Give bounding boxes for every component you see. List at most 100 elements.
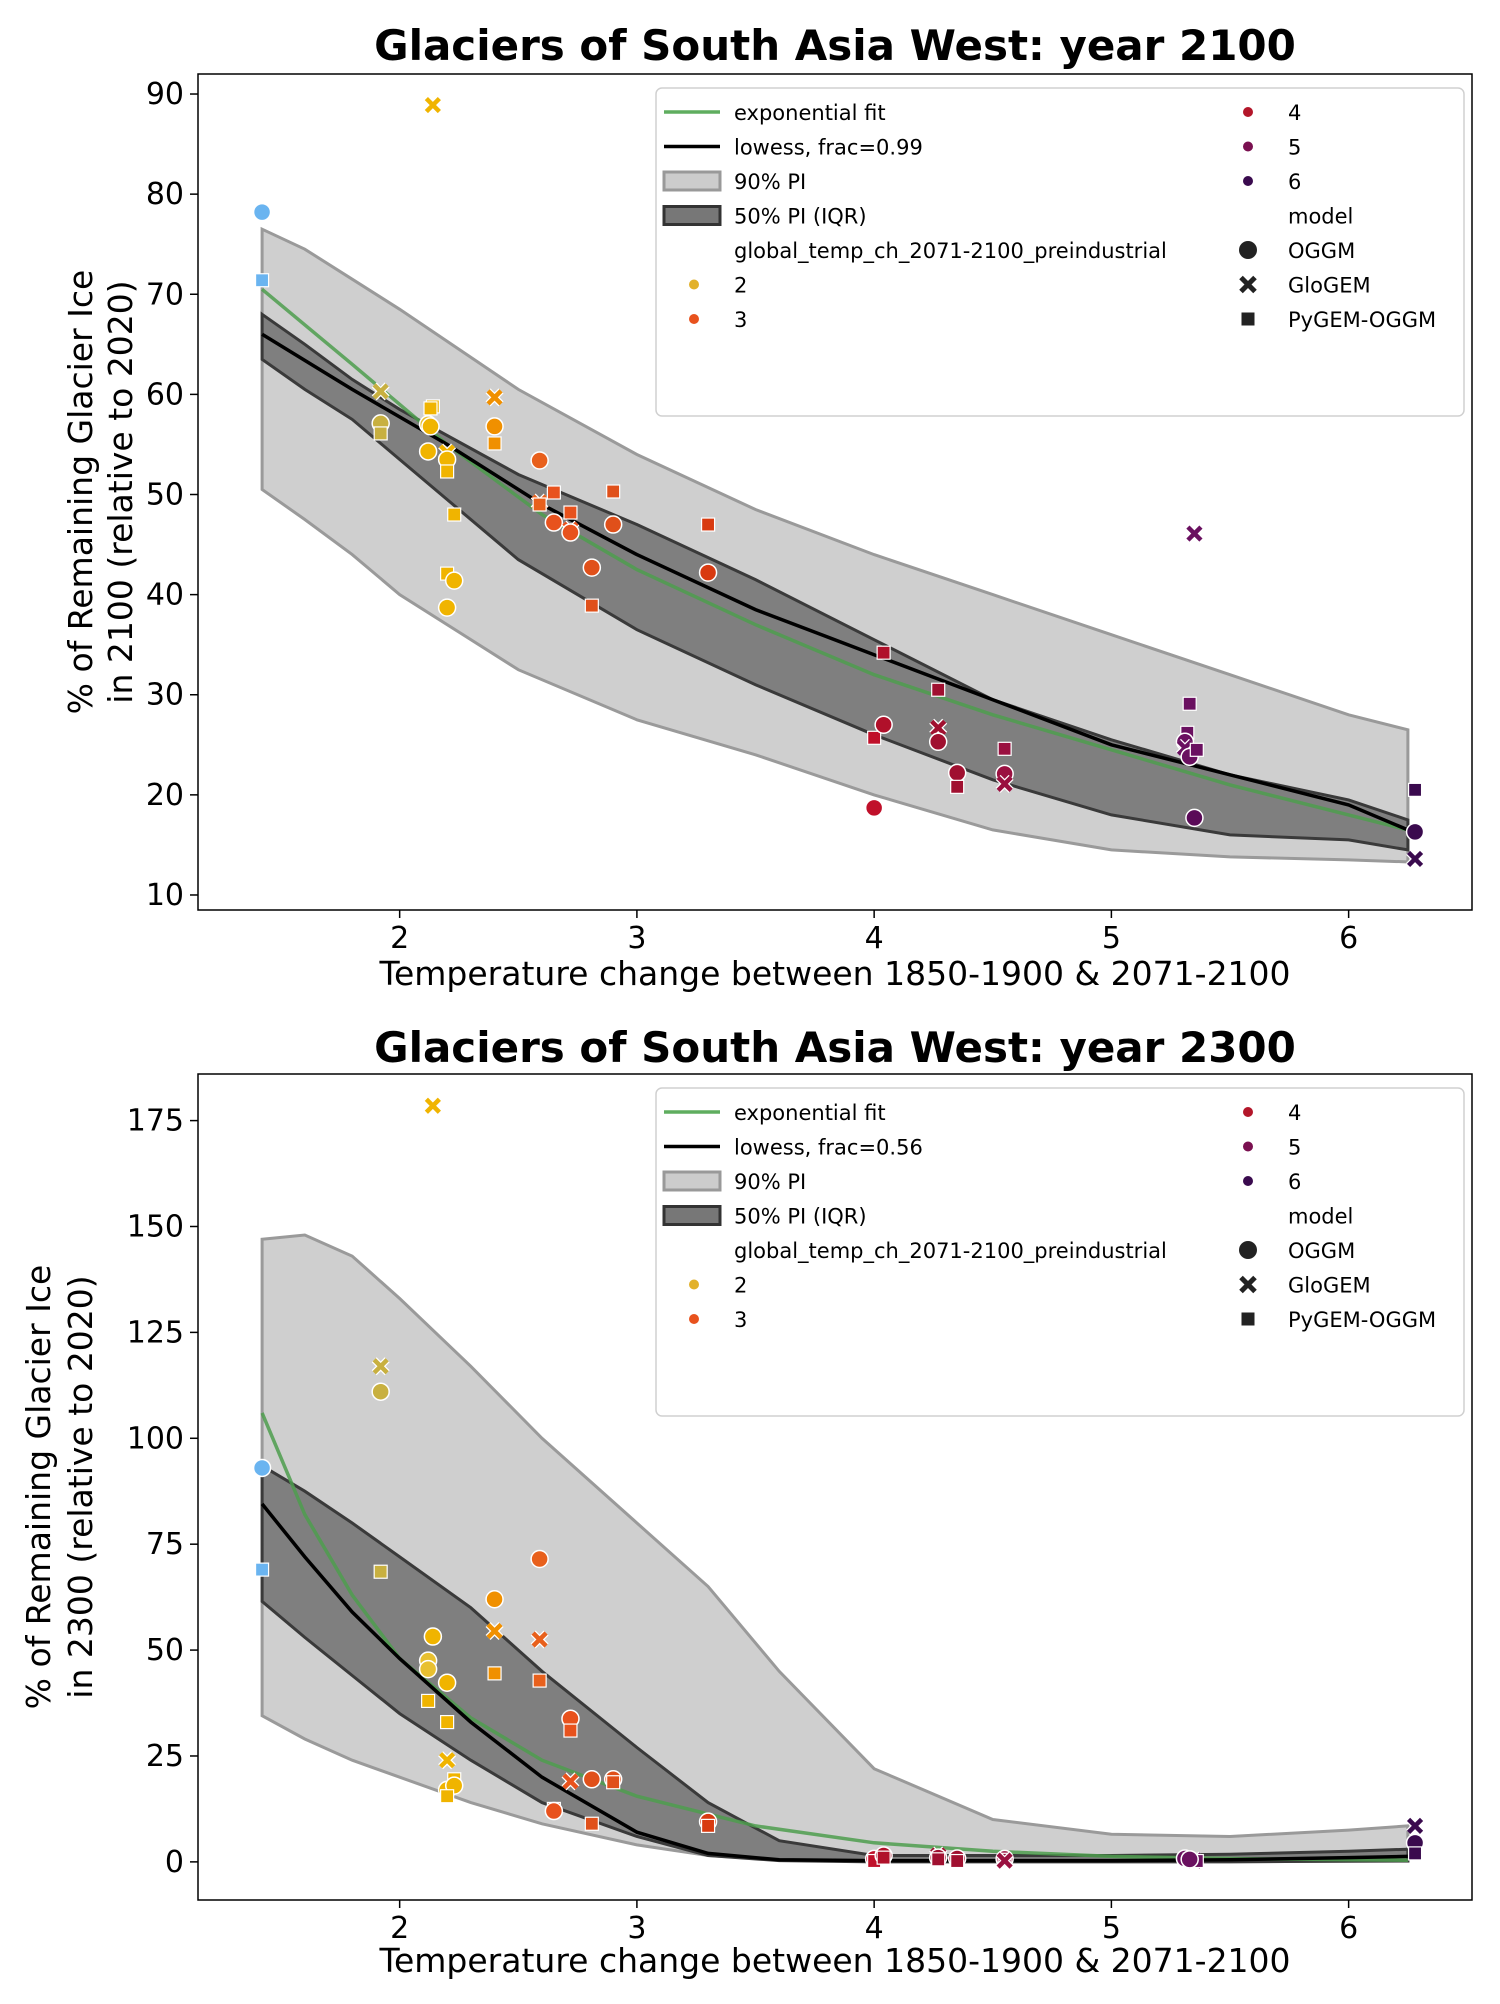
point-glogem <box>562 1773 579 1790</box>
point-oggm <box>864 798 884 818</box>
legend-label: OGGM <box>1288 1239 1355 1263</box>
x-tick-label: 6 <box>1339 921 1358 956</box>
y-tick-label: 150 <box>127 1209 184 1244</box>
x-tick-label: 5 <box>1102 1911 1121 1946</box>
y-tick-label: 50 <box>146 1633 184 1668</box>
point-oggm <box>561 523 580 542</box>
x-tick-label: 4 <box>865 921 884 956</box>
legend-dot-swatch <box>1243 107 1253 117</box>
point-glogem <box>930 719 947 736</box>
point-pygem-oggm <box>867 730 882 745</box>
x-tick-label: 3 <box>627 1911 646 1946</box>
point-pygem-oggm <box>606 484 621 499</box>
x-axis-label: Temperature change between 1850-1900 & 2… <box>378 1941 1290 1980</box>
legend-circle-marker <box>1239 241 1257 259</box>
legend-label: 90% PI <box>734 1170 806 1194</box>
x-axis-label: Temperature change between 1850-1900 & 2… <box>378 954 1290 993</box>
point-pygem-oggm <box>373 426 388 441</box>
legend-dot-swatch <box>1243 1176 1253 1186</box>
legend-dot-swatch <box>1243 1141 1253 1152</box>
point-pygem-oggm <box>440 464 455 479</box>
legend-label: 6 <box>1288 170 1301 194</box>
point-glogem <box>439 1752 456 1769</box>
legend-label: 6 <box>1288 1170 1301 1194</box>
legend-label: 4 <box>1288 1101 1301 1125</box>
point-oggm <box>485 1590 504 1609</box>
point-oggm <box>603 515 623 534</box>
legend-circle-marker <box>1239 1241 1257 1259</box>
point-pygem-oggm <box>700 1818 716 1833</box>
point-pygem-oggm <box>546 485 561 500</box>
y-tick-label: 20 <box>146 778 184 813</box>
y-tick-label: 25 <box>146 1739 184 1774</box>
y-tick-label: 40 <box>146 578 184 613</box>
legend-dot-swatch <box>689 1314 699 1324</box>
chart-1: 2 3 4 5 6 10 20 30 40 50 60 70 80 90 Glaciers of South… <box>61 21 1473 993</box>
point-pygem-oggm <box>1407 1846 1423 1861</box>
legend-label: lowess, frac=0.99 <box>734 136 923 160</box>
x-tick-label: 2 <box>390 921 409 956</box>
chart-title: Glaciers of South Asia West: year 2300 <box>374 1023 1296 1072</box>
point-pygem-oggm <box>1189 742 1204 757</box>
point-oggm <box>544 513 564 532</box>
point-glogem <box>424 1097 441 1114</box>
point-pygem-oggm <box>423 401 438 416</box>
y-tick-label: 100 <box>127 1421 184 1456</box>
point-pygem-oggm <box>421 1693 436 1709</box>
legend-dot-swatch <box>689 279 699 290</box>
legend-label: global_temp_ch_2071-2100_preindustrial <box>734 239 1167 264</box>
legend-label: 50% PI (IQR) <box>734 205 867 229</box>
legend-patch-swatch <box>662 1205 722 1226</box>
point-glogem <box>486 1622 503 1640</box>
point-pygem-oggm <box>606 1775 621 1790</box>
point-pygem-oggm <box>440 1789 455 1804</box>
point-oggm <box>1180 1850 1199 1869</box>
point-oggm <box>371 1382 390 1401</box>
chart-title: Glaciers of South Asia West: year 2100 <box>374 21 1296 70</box>
point-glogem <box>1406 850 1424 868</box>
point-oggm <box>947 763 967 783</box>
point-pygem-oggm <box>1407 782 1423 797</box>
point-pygem-oggm <box>532 1673 547 1688</box>
y-tick-label: 80 <box>146 177 184 212</box>
y-tick-label: 30 <box>146 678 184 713</box>
axes-frame <box>197 73 1473 911</box>
point-pygem-oggm <box>373 1564 388 1579</box>
y-tick-label: 175 <box>127 1104 184 1139</box>
x-tick-label: 2 <box>390 1911 409 1946</box>
legend-label: 90% PI <box>734 170 806 194</box>
point-oggm <box>1405 822 1425 842</box>
plot-area <box>252 1096 1425 1870</box>
point-pygem-oggm <box>876 1850 891 1865</box>
legend-label: GloGEM <box>1288 1274 1371 1298</box>
y-tick-label: 75 <box>146 1527 184 1562</box>
point-pygem-oggm <box>532 497 547 512</box>
point-pygem-oggm <box>487 436 502 451</box>
point-oggm <box>421 417 440 436</box>
point-pygem-oggm <box>563 1723 578 1738</box>
point-pygem-oggm <box>487 1666 502 1681</box>
point-glogem <box>531 1631 548 1648</box>
point-glogem <box>372 383 389 400</box>
data-points <box>252 96 1425 868</box>
legend-label: global_temp_ch_2071-2100_preindustrial <box>734 1239 1167 1264</box>
point-oggm <box>252 202 272 222</box>
point-pygem-oggm <box>931 682 946 697</box>
point-oggm <box>423 1627 443 1646</box>
legend-dot-swatch <box>1243 1107 1253 1117</box>
point-glogem <box>372 1358 389 1375</box>
legend-patch-swatch <box>662 170 722 192</box>
point-oggm <box>698 563 718 582</box>
point-oggm <box>530 1549 549 1569</box>
x-tick-label: 3 <box>627 921 646 956</box>
legend-x-marker <box>1239 1275 1257 1294</box>
exponential-fit-line <box>260 1412 1408 1862</box>
legend-dot-swatch <box>689 1279 699 1290</box>
point-pygem-oggm <box>876 645 891 660</box>
legend-label: model <box>1288 205 1353 229</box>
point-pygem-oggm <box>584 1816 599 1831</box>
point-pygem-oggm <box>584 598 599 613</box>
legend-label: 5 <box>1288 1136 1301 1160</box>
point-pygem-oggm <box>447 507 462 522</box>
